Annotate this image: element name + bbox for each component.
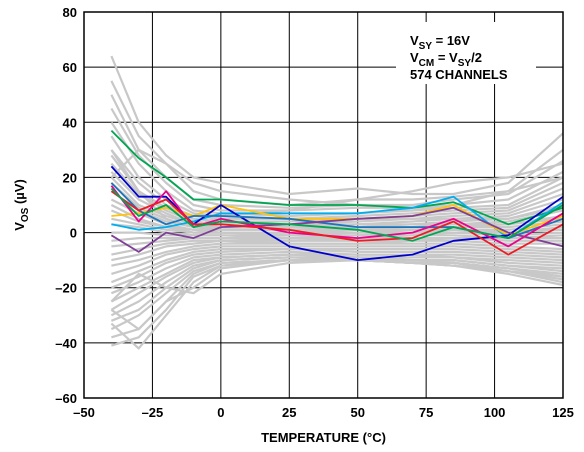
plot-frame	[83, 11, 564, 399]
series-line-6	[110, 185, 564, 248]
y-axis-title-main: V	[12, 222, 27, 231]
annotation-line-0: VSY = 16V	[410, 33, 470, 52]
annotation-line-2-part-0: 574 CHANNELS	[410, 67, 508, 82]
series-line-1	[111, 195, 564, 240]
y-tick-labels: –60 –40 –20 0 20 40 60 80	[55, 5, 77, 406]
annotation-background	[396, 22, 536, 84]
annotation-line-2: 574 CHANNELS	[410, 67, 508, 82]
background-channel-line-4	[110, 121, 564, 218]
y-axis-title: VOS (µV)	[12, 179, 31, 231]
annotation-line-1-part-4: /2	[471, 50, 482, 65]
y-axis-title-sub: OS	[20, 207, 31, 222]
background-channel-lines	[110, 55, 564, 350]
y-tick-label-5: 40	[63, 115, 77, 130]
annotation-line-0-part-0: V	[410, 33, 419, 48]
y-tick-label-0: –60	[55, 391, 77, 406]
x-tick-label-1: –25	[142, 405, 164, 420]
y-tick-label-6: 60	[63, 60, 77, 75]
background-channel-line-37	[110, 148, 564, 212]
y-tick-label-2: –20	[55, 281, 77, 296]
background-channel-line-2	[110, 94, 564, 209]
background-channel-line-27	[110, 250, 564, 295]
y-axis-title-rest: (µV)	[12, 179, 27, 207]
background-channel-line-0	[110, 55, 564, 196]
background-channel-line-23	[111, 242, 564, 267]
x-tick-label-7: 125	[552, 405, 574, 420]
background-channel-line-31	[110, 256, 564, 322]
annotation-line-0-part-1: SY	[419, 41, 433, 52]
background-channel-line-36	[110, 259, 564, 331]
x-tick-label-3: 25	[282, 405, 296, 420]
x-axis-title: TEMPERATURE (°C)	[261, 430, 386, 445]
x-tick-label-0: –50	[73, 405, 95, 420]
annotation-line-1-part-1: CM	[419, 58, 435, 69]
annotation-line-1-part-2: = V	[434, 50, 458, 65]
annotation-line-1-part-0: V	[410, 50, 419, 65]
highlighted-channel-lines	[110, 129, 564, 262]
background-channel-line-38	[110, 259, 564, 303]
x-tick-label-2: 0	[217, 405, 224, 420]
x-tick-labels: –50 –25 0 25 50 75 100 125	[73, 405, 574, 420]
x-tick-label-5: 75	[419, 405, 433, 420]
y-tick-label-7: 80	[63, 5, 77, 20]
annotation-line-1: VCM = VSY/2	[410, 50, 482, 69]
series-line-8	[110, 187, 564, 242]
series-line-3	[110, 165, 564, 262]
y-tick-label-1: –40	[55, 336, 77, 351]
y-tick-label-4: 20	[63, 170, 77, 185]
y-tick-label-3: 0	[70, 226, 77, 241]
series-line-7	[110, 190, 564, 256]
annotation-line-1-part-3: SY	[458, 58, 472, 69]
x-tick-label-6: 100	[484, 405, 506, 420]
annotation-line-0-part-2: = 16V	[432, 33, 470, 48]
x-tick-label-4: 50	[350, 405, 364, 420]
background-channel-line-26	[110, 248, 564, 289]
